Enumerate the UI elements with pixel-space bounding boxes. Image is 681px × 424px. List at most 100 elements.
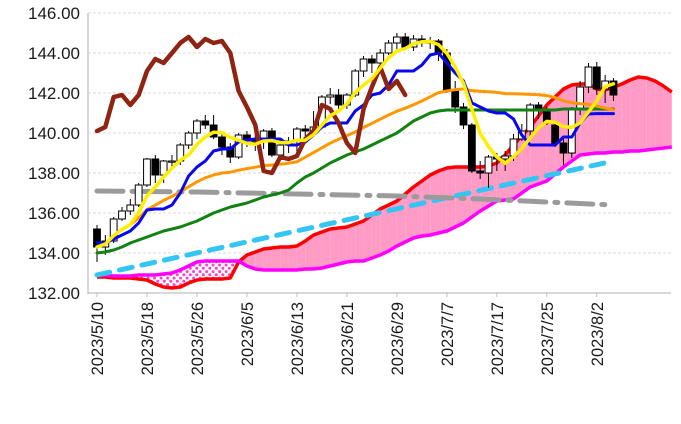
- cloud-segment-bullish: [380, 205, 389, 255]
- candle-body-down: [609, 80, 618, 96]
- candle-body-up: [584, 66, 593, 88]
- senkou-span-b-line: [97, 145, 673, 278]
- cloud-segment-bullish: [655, 81, 664, 149]
- cloud-segment-bearish: [213, 261, 222, 279]
- candle-body-down: [201, 120, 210, 126]
- cloud-segment-bullish: [355, 221, 364, 261]
- y-axis-label: 132.00: [28, 284, 80, 303]
- y-axis-label: 140.00: [28, 124, 80, 143]
- cloud-segment-bearish: [205, 261, 214, 279]
- cloud-segment-bullish: [313, 232, 322, 269]
- sma5-line: [95, 39, 616, 249]
- candle-body-up: [359, 58, 368, 72]
- x-axis-label: 2023/5/10: [89, 302, 107, 375]
- cloud-segment-bullish: [388, 201, 397, 251]
- cloud-segment-bullish: [621, 80, 631, 152]
- cloud-segment-bullish: [638, 77, 647, 151]
- x-axis-label: 2023/6/29: [389, 302, 407, 375]
- candle-body-up: [168, 160, 176, 163]
- cloud-segment-bullish: [405, 187, 414, 242]
- x-axis-label: 2023/6/13: [289, 302, 307, 375]
- cloud-segment-bullish: [488, 163, 497, 206]
- cloud-segment-bullish: [605, 87, 614, 153]
- cloud-segment-bullish: [288, 246, 297, 270]
- trendline: [94, 158, 616, 278]
- candle-body-down: [534, 104, 543, 110]
- candle-body-up: [118, 210, 126, 220]
- candle-body-up: [143, 158, 151, 186]
- cloud-segment-bullish: [371, 209, 381, 258]
- cloud-segment-bullish: [280, 247, 289, 270]
- x-axis-label: 2023/5/18: [139, 302, 157, 375]
- candle-body-down: [451, 90, 460, 108]
- x-axis-labels: 2023/5/10 2023/5/18 2023/5/26 2023/6/5 2023/…: [89, 293, 607, 375]
- y-axis-labels: 146.00 144.00 142.00 140.00 138.00 136.00 134.…: [28, 4, 80, 303]
- y-axis-label: 134.00: [28, 244, 80, 263]
- cloud-segment-bullish: [421, 175, 431, 236]
- candle-body-down: [218, 136, 226, 148]
- cloud-segment-bearish: [188, 262, 197, 283]
- cloud-segment-bullish: [646, 78, 656, 150]
- cloud-segment-bearish: [221, 261, 231, 279]
- candle-body-down: [476, 170, 485, 174]
- long-ma-line: [94, 188, 616, 208]
- senkou-span-a-line: [97, 75, 673, 290]
- candle-body-up: [576, 86, 585, 110]
- cloud-segment-bullish: [330, 228, 339, 266]
- candle-body-up: [484, 156, 493, 174]
- candle-body-down: [151, 158, 160, 176]
- cloud-segment-bullish: [255, 249, 264, 270]
- y-axis-label: 138.00: [28, 164, 80, 183]
- cloud-segment-bearish: [196, 261, 206, 280]
- x-axis-label: 2023/7/7: [439, 302, 457, 366]
- candle-body-down: [301, 128, 310, 132]
- cloud-segment-bullish: [471, 167, 481, 217]
- y-axis-label: 146.00: [28, 4, 80, 23]
- cloud-segment-bullish: [346, 224, 356, 262]
- y-axis-label: 142.00: [28, 84, 80, 103]
- cloud-segment-bullish: [321, 229, 331, 268]
- cloud-segment-bearish: [171, 270, 181, 288]
- candle-body-up: [526, 104, 535, 132]
- cloud-segment-bullish: [413, 181, 422, 238]
- candle-body-down: [559, 142, 568, 154]
- cloud-segment-bullish: [596, 89, 606, 153]
- cloud-segment-bullish: [630, 77, 639, 151]
- candle-body-up: [134, 184, 143, 206]
- candle-body-down: [592, 66, 601, 90]
- x-axis-label: 2023/5/26: [189, 302, 207, 375]
- cloud-segment-bullish: [613, 84, 622, 152]
- x-axis-label: 2023/6/5: [239, 302, 257, 366]
- candle-body-down: [367, 58, 376, 64]
- candle-body-up: [326, 94, 335, 98]
- axes: [87, 13, 671, 294]
- cloud-segment-bearish: [180, 266, 189, 287]
- cloud-segment-bullish: [263, 248, 272, 270]
- x-axis-label: 2023/6/21: [339, 302, 357, 375]
- cloud-segment-bullish: [305, 235, 314, 269]
- candle-body-up: [184, 132, 193, 146]
- x-axis-label: 2023/8/2: [589, 302, 607, 366]
- y-axis-label: 144.00: [28, 44, 80, 63]
- candle-body-up: [126, 204, 135, 212]
- cloud-segment-bearish: [163, 273, 172, 288]
- candle-body-up: [376, 52, 385, 64]
- candle-body-up: [392, 36, 401, 44]
- x-axis-label: 2023/7/25: [539, 302, 557, 375]
- candle-body-up: [193, 120, 201, 134]
- cloud-segment-bullish: [496, 155, 506, 201]
- candle-body-up: [501, 155, 510, 160]
- candle-body-down: [268, 130, 276, 156]
- cloud-segment-bullish: [246, 252, 256, 269]
- candle-body-down: [459, 106, 468, 126]
- cloud-segment-bullish: [663, 86, 672, 148]
- candle-body-down: [467, 124, 476, 172]
- candle-body-up: [109, 218, 118, 242]
- cloud-segment-bullish: [296, 241, 306, 270]
- candle-body-down: [334, 94, 343, 106]
- cloud-segment-bullish: [363, 215, 372, 261]
- cloud-segment-bullish: [338, 227, 347, 264]
- y-axis-label: 136.00: [28, 204, 80, 223]
